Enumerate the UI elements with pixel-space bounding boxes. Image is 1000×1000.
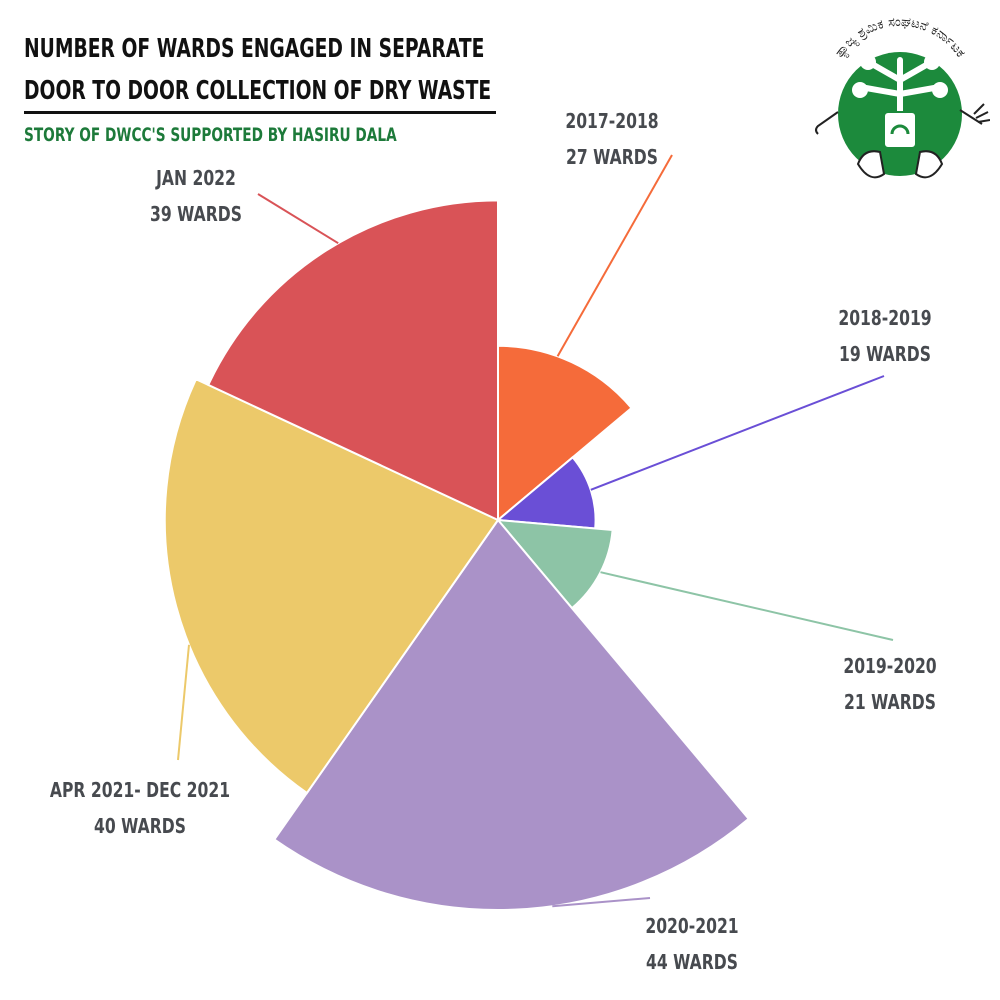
category-label-2020-2021: 2020-2021 [645, 914, 739, 938]
slice-label-2017-2018: 2017-2018 27 WARDS [552, 103, 672, 175]
leader-line-jan-2022 [257, 193, 339, 245]
chart-title: NUMBER OF WARDS ENGAGED IN SEPARATE DOOR… [24, 28, 491, 112]
leader-line-2017-2018 [556, 154, 673, 357]
leader-line-apr-2021-dec-2021 [177, 644, 190, 761]
logo-hand-left-icon [856, 150, 886, 179]
value-label-2019-2020: 21 WARDS [844, 690, 936, 714]
slice-jan-2022 [206, 199, 499, 522]
chart-leader-lines [177, 154, 894, 908]
value-label-apr-2021-dec-2021: 40 WARDS [94, 814, 186, 838]
leader-line-2018-2019 [590, 375, 885, 491]
slice-label-apr-2021-dec-2021: APR 2021- DEC 2021 40 WARDS [25, 772, 256, 844]
logo-broom-icon [959, 103, 990, 125]
category-label-2018-2019: 2018-2019 [838, 306, 932, 330]
title-underline [24, 111, 496, 114]
slice-label-2018-2019: 2018-2019 19 WARDS [825, 300, 945, 372]
leader-line-2019-2020 [600, 571, 894, 641]
value-label-2017-2018: 27 WARDS [566, 145, 658, 169]
slice-2019-2020 [495, 518, 614, 610]
logo-hand-right-icon [914, 150, 944, 179]
slice-label-jan-2022: JAN 2022 39 WARDS [137, 160, 255, 232]
slice-apr-2021-dec-2021 [163, 377, 500, 795]
chart-slices [163, 199, 751, 912]
category-label-apr-2021-dec-2021: APR 2021- DEC 2021 [49, 778, 231, 802]
logo-bin-icon [883, 111, 917, 149]
category-label-jan-2022: JAN 2022 [156, 166, 236, 190]
slice-2018-2019 [495, 455, 597, 530]
logo-leaf-icon [924, 54, 940, 70]
value-label-jan-2022: 39 WARDS [150, 202, 242, 226]
category-label-2019-2020: 2019-2020 [843, 654, 937, 678]
slice-2020-2021 [272, 518, 751, 912]
hasiru-dala-logo: ತ್ಯಾಜ್ಯ ಶ್ರಮಿಕ ಸಂಘಟನೆ ಕರ್ನಾಟಕ [815, 15, 990, 179]
logo-tree-icon [863, 57, 937, 117]
value-label-2018-2019: 19 WARDS [839, 342, 931, 366]
value-label-2020-2021: 44 WARDS [646, 950, 738, 974]
chart-subtitle: STORY OF DWCC'S SUPPORTED BY HASIRU DALA [24, 124, 397, 146]
logo-hook-icon [815, 111, 839, 135]
logo-leaf-icon [932, 82, 948, 98]
slice-label-2020-2021: 2020-2021 44 WARDS [632, 908, 752, 980]
logo-leaf-icon [860, 54, 876, 70]
slice-2017-2018 [497, 344, 633, 523]
category-label-2017-2018: 2017-2018 [565, 109, 659, 133]
slice-label-2019-2020: 2019-2020 21 WARDS [830, 648, 950, 720]
logo-leaf-icon [852, 82, 868, 98]
logo-recycle-icon [890, 124, 910, 135]
chart-title-line-1: NUMBER OF WARDS ENGAGED IN SEPARATE [24, 34, 485, 64]
leader-line-2020-2021 [552, 897, 651, 908]
chart-title-line-2: DOOR TO DOOR COLLECTION OF DRY WASTE [24, 76, 492, 106]
